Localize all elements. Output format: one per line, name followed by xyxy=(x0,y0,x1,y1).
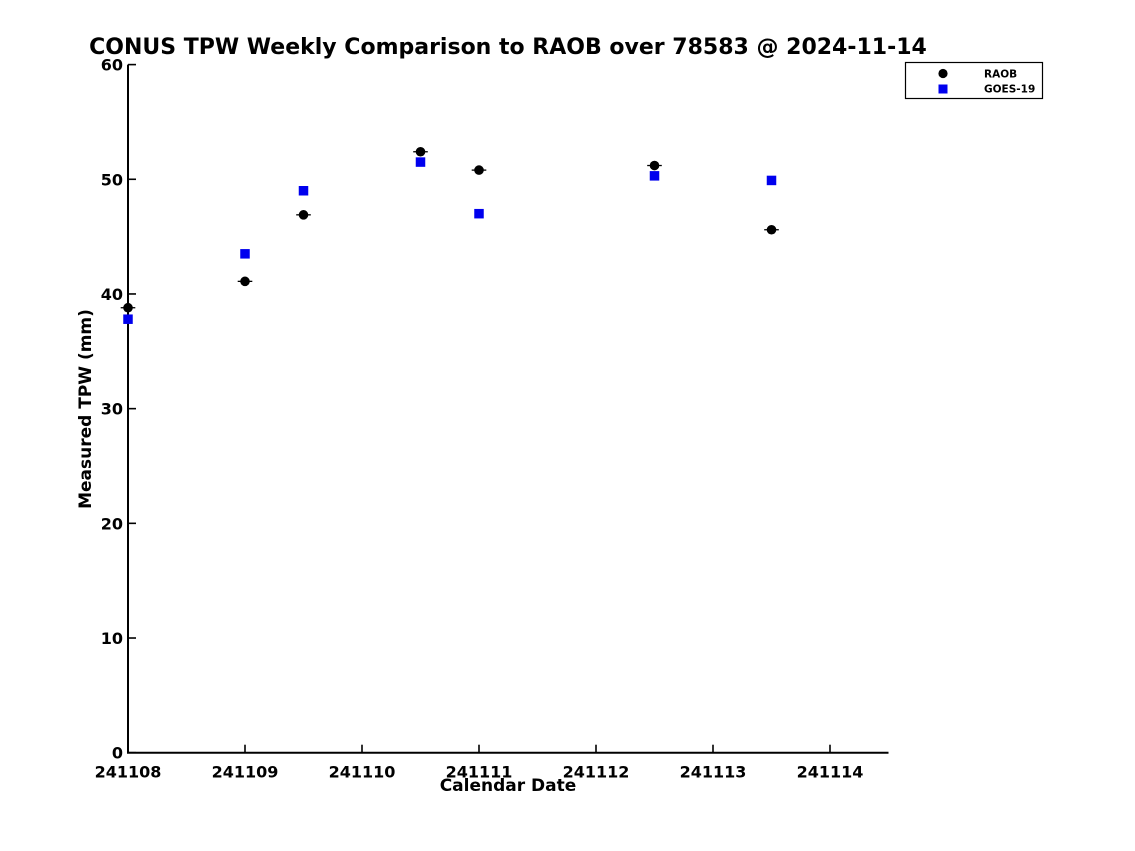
y-tick-label: 40 xyxy=(101,285,123,304)
axes: 241108 241109 241110 241111 241112 241113 2411… xyxy=(95,56,889,782)
legend: RAOB GOES-19 xyxy=(904,61,1044,100)
raob-point xyxy=(240,276,250,287)
y-tick-label: 50 xyxy=(101,170,123,189)
goes19-point xyxy=(474,208,484,219)
goes19-point xyxy=(123,314,133,324)
chart-title: CONUS TPW Weekly Comparison to RAOB over… xyxy=(89,35,927,60)
goes19-point xyxy=(415,157,426,167)
x-tick-label: 241110 xyxy=(329,763,396,782)
y-tick-label: 20 xyxy=(101,514,123,533)
legend-label-raob: RAOB xyxy=(984,69,1017,81)
y-tick-label: 60 xyxy=(101,56,123,75)
legend-box xyxy=(904,61,1044,100)
axis-spines xyxy=(127,64,889,754)
x-axis-label: Calendar Date xyxy=(440,776,577,796)
raob-legend-marker-icon xyxy=(938,68,948,79)
x-tick-label: 241108 xyxy=(95,763,162,782)
raob-point xyxy=(766,224,777,235)
raob-point xyxy=(123,302,133,313)
goes19-point xyxy=(649,171,660,181)
y-axis-label: Measured TPW (mm) xyxy=(76,309,96,509)
data-points xyxy=(120,146,779,324)
x-tick-label: 241109 xyxy=(212,763,279,782)
y-tick-label: 0 xyxy=(112,744,123,763)
raob-point xyxy=(649,160,660,171)
raob-point xyxy=(415,146,426,157)
x-tick-label: 241111 xyxy=(446,763,513,782)
goes19-point xyxy=(298,186,309,196)
x-tick-label: 241112 xyxy=(563,763,630,782)
y-tick-label: 30 xyxy=(101,400,123,419)
raob-point xyxy=(298,210,309,220)
y-tick-label: 10 xyxy=(101,629,123,648)
legend-label-goes19: GOES-19 xyxy=(984,84,1035,96)
goes19-point xyxy=(766,175,777,186)
raob-point xyxy=(474,165,484,175)
goes19-legend-marker-icon xyxy=(938,84,948,94)
x-tick-label: 241114 xyxy=(797,763,864,782)
x-tick-label: 241113 xyxy=(680,763,747,782)
goes19-point xyxy=(240,249,250,259)
